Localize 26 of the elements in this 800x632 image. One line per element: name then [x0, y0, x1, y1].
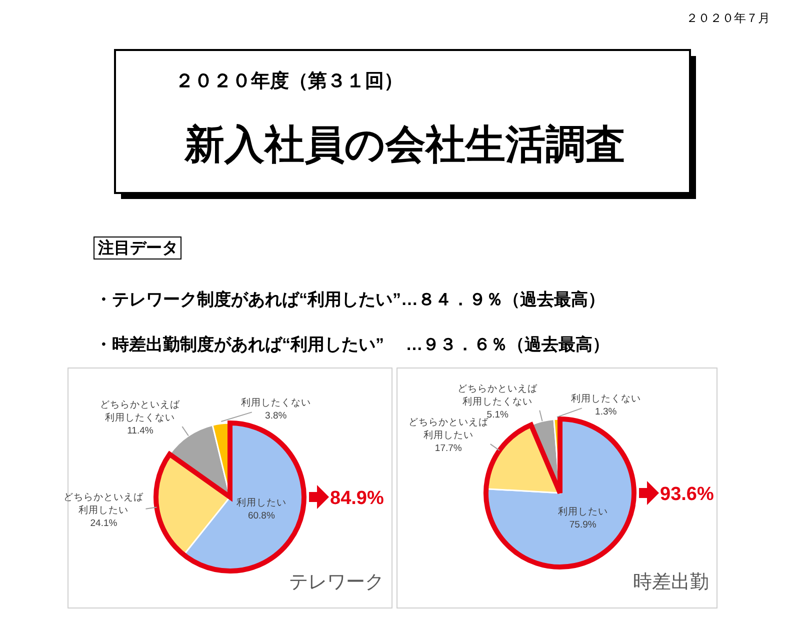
data-label: 60.8% — [248, 510, 276, 522]
text: 新入社員の会社生活調査 — [184, 123, 626, 167]
slice-label: 利用したい — [236, 496, 286, 509]
text: 時差出勤 — [633, 572, 709, 593]
text: ・テレワーク制度があれば“利用したい”…８４．９％（過去最高） — [95, 290, 605, 309]
slice-label: どちらかといえば利用したい — [64, 492, 145, 516]
slice-label: どちらかといえば利用したくない — [458, 383, 539, 408]
text: ・時差出勤制度があれば“利用したい” …９３．６％（過去最高） — [95, 335, 610, 354]
data-label: 24.1% — [90, 518, 118, 529]
data-label: 75.9% — [569, 520, 597, 531]
data-label: 11.4% — [127, 426, 154, 437]
slice-label: 利用したい — [558, 506, 608, 518]
data-label: 3.8% — [265, 410, 288, 422]
slice-label: 利用したくない — [570, 392, 641, 405]
text: 84.9% — [330, 488, 384, 509]
text: ２０２０年７月 — [686, 11, 770, 25]
text: 注目データ — [97, 239, 178, 257]
data-label: 5.1% — [486, 409, 509, 420]
data-label: 17.7% — [434, 443, 462, 454]
text: テレワーク — [289, 572, 384, 593]
text: 93.6% — [660, 484, 714, 505]
slice-label: 利用したくない — [240, 396, 311, 409]
slice-label: どちらかといえば利用したい — [408, 417, 490, 442]
data-label: 1.3% — [595, 406, 618, 418]
slice-label: どちらかといえば利用したくない — [100, 400, 182, 424]
text: ２０２０年度（第３１回） — [175, 70, 403, 92]
